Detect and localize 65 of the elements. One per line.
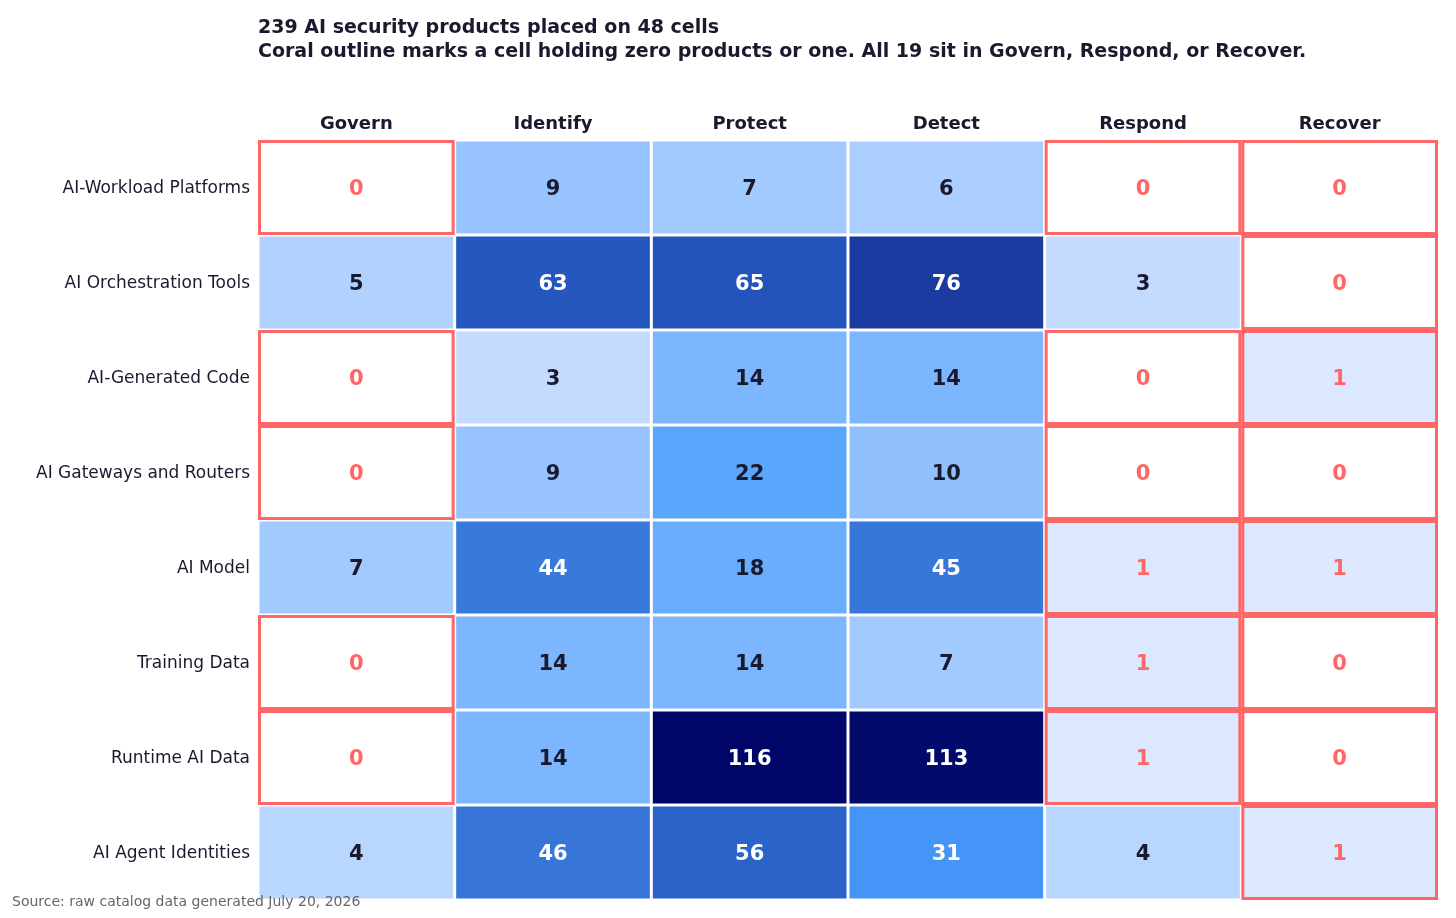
data-label: 0 [349,460,364,485]
data-label: 1 [1135,555,1151,580]
data-label: 4 [1135,840,1151,865]
chart-subtitle: Coral outline marks a cell holding zero products or one. All 19 sit in Govern, Respond, or Recover. [258,39,1307,61]
data-label: 10 [931,460,961,485]
data-label: 14 [538,650,568,675]
annotation: Source: raw catalog data generated July 20, 2026 [12,893,361,909]
y-tick-label: AI Orchestration Tools [64,272,251,293]
data-label: 7 [742,175,757,200]
data-label: 3 [1135,270,1151,295]
data-label: 7 [939,650,954,675]
y-tick-label: AI-Generated Code [87,367,250,388]
chart-title: 239 AI security products placed on 48 cells [258,15,720,37]
data-label: 1 [1135,650,1151,675]
data-label: 1 [1332,555,1347,580]
data-label: 0 [1332,650,1347,675]
data-label: 1 [1332,840,1347,865]
data-label: 6 [939,175,954,200]
data-label: 0 [349,175,364,200]
data-label: 56 [735,840,765,865]
data-label: 0 [1332,460,1347,485]
y-tick-label: Runtime AI Data [110,747,250,768]
data-label: 0 [349,745,364,770]
data-label: 0 [1135,365,1151,390]
data-label: 0 [1332,175,1347,200]
data-label: 14 [735,650,765,675]
data-label: 9 [545,175,561,200]
x-tick-label: Protect [712,112,788,133]
data-label: 113 [924,745,969,770]
data-label: 0 [1332,745,1347,770]
data-label: 63 [538,270,568,295]
data-label: 18 [735,555,765,580]
data-label: 44 [538,555,568,580]
data-label: 31 [931,840,961,865]
x-tick-label: Detect [912,112,981,133]
data-label: 14 [735,365,765,390]
data-label: 5 [349,270,364,295]
y-tick-label: AI Model [176,557,250,578]
data-label: 65 [735,270,765,295]
data-label: 3 [545,365,561,390]
data-label: 45 [931,555,961,580]
y-tick-label: AI-Workload Platforms [62,177,251,198]
y-tick-label: AI Agent Identities [93,842,251,863]
data-label: 0 [349,365,364,390]
data-label: 14 [538,745,568,770]
x-tick-label: Identify [513,112,593,133]
data-label: 0 [1135,175,1151,200]
data-label: 22 [735,460,765,485]
data-label: 0 [1332,270,1347,295]
x-tick-label: Respond [1099,112,1187,133]
y-tick-label: Training Data [135,652,250,673]
data-label: 116 [727,745,772,770]
data-label: 1 [1332,365,1347,390]
data-label: 0 [349,650,364,675]
data-label: 9 [545,460,561,485]
data-label: 4 [349,840,364,865]
data-label: 14 [931,365,961,390]
data-label: 1 [1135,745,1151,770]
x-tick-label: Govern [319,112,393,133]
data-label: 46 [538,840,568,865]
data-label: 76 [931,270,961,295]
y-tick-label: AI Gateways and Routers [36,462,251,483]
data-label: 0 [1135,460,1151,485]
data-label: 7 [349,555,364,580]
x-tick-label: Recover [1298,112,1381,133]
